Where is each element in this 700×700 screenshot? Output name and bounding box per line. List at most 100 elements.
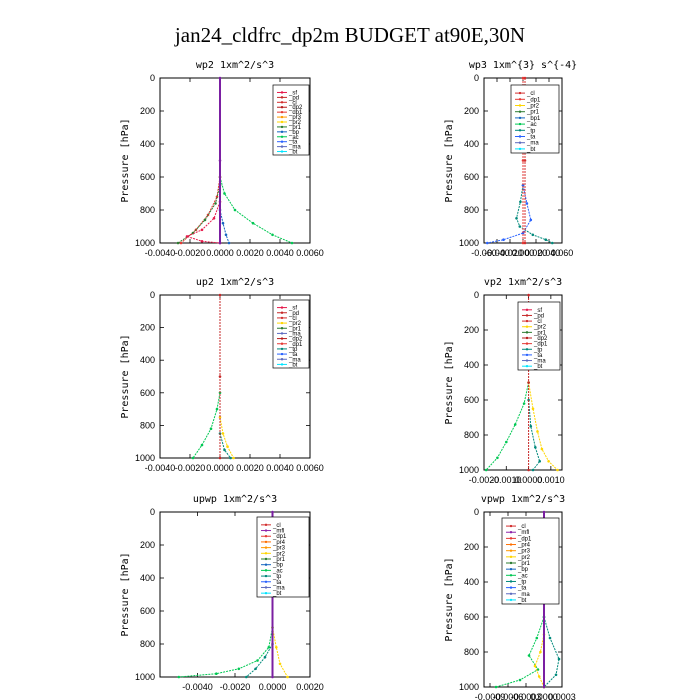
series-point (218, 416, 222, 419)
series-point (271, 675, 274, 679)
series-point (209, 427, 213, 431)
series-line-dp1 (192, 392, 221, 459)
legend-label: _pr3 (272, 546, 286, 552)
series-point (275, 646, 278, 649)
x-tick-label: -0.060 (471, 248, 497, 258)
y-tick-label: 800 (140, 639, 155, 649)
panel-title: wp2 1xm^2/s^3 (196, 60, 274, 71)
y-tick-label: 1000 (459, 465, 479, 475)
legend-marker (280, 140, 284, 143)
series-point (505, 440, 508, 444)
series-point (518, 678, 522, 682)
legend-marker (509, 592, 513, 595)
series-point (551, 241, 554, 245)
x-tick-label: 0.020 (525, 248, 548, 258)
series-point (536, 668, 540, 671)
series-point (484, 468, 488, 472)
y-tick-label: 600 (464, 395, 479, 405)
x-tick-label: 0.0000 (515, 475, 543, 485)
y-tick-label: 200 (140, 323, 155, 333)
legend-marker (518, 98, 522, 101)
legend-label: _cl (517, 524, 526, 530)
series-line-tp (245, 643, 273, 678)
series-point (531, 468, 535, 472)
series-point (203, 218, 207, 222)
series-point (200, 443, 204, 447)
legend-label: _cl (526, 91, 535, 97)
legend-marker (280, 115, 284, 119)
y-tick-label: 400 (464, 360, 479, 370)
x-tick-label: -0.0040 (145, 463, 176, 473)
y-tick-label: 600 (464, 612, 479, 622)
legend-marker (264, 586, 268, 589)
series-point (215, 407, 219, 411)
legend-label: _ta (517, 586, 527, 592)
series-point (486, 241, 489, 245)
series-point (521, 76, 525, 80)
legend-label: _ta (533, 353, 543, 359)
legend-marker (280, 135, 284, 138)
legend-label: _bt (533, 364, 543, 370)
series-point (533, 664, 537, 668)
y-axis-label: Pressure [hPa] (120, 552, 131, 636)
legend-label: _pr1 (288, 326, 302, 332)
series-point (542, 685, 546, 689)
legend-marker (280, 327, 284, 330)
x-tick-label: -0.0020 (175, 463, 206, 473)
legend-label: _ac (288, 135, 299, 141)
legend-label: _dp1 (272, 534, 287, 540)
legend-label: _bt (517, 598, 527, 604)
x-tick-label: 0.0000 (530, 692, 558, 700)
series-point (177, 675, 181, 679)
series-point (534, 446, 537, 449)
chart-panel-4: vp2 1xm^2/s^3 0 200 400 600 800 1000-0.0020-0.… (444, 277, 565, 485)
y-axis-label: Pressure [hPa] (444, 118, 455, 202)
legend-marker (509, 580, 513, 583)
y-tick-label: 800 (464, 647, 479, 657)
series-point (278, 662, 282, 666)
series-line-dp1 (485, 382, 530, 471)
legend-marker (518, 104, 522, 107)
panel-title: upwp 1xm^2/s^3 (193, 494, 277, 505)
legend-label: _ma (288, 145, 301, 151)
y-tick-label: 0 (150, 290, 155, 300)
legend-marker (518, 141, 522, 144)
x-tick-label: 0.040 (538, 248, 561, 258)
x-tick-label: -0.0040 (182, 682, 213, 692)
series-line-tp (543, 616, 560, 688)
x-tick-label: -0.020 (497, 248, 523, 258)
y-tick-label: 0 (150, 73, 155, 83)
legend-marker (280, 332, 284, 335)
series-line-ta (487, 185, 532, 244)
x-tick-label: -0.0040 (145, 248, 176, 258)
series-line-tp (528, 399, 541, 471)
series-point (224, 233, 228, 237)
legend-label: _dp1 (288, 110, 303, 116)
legend-label: _tp (526, 128, 536, 134)
legend-marker (280, 125, 284, 129)
legend-label: _pr1 (526, 110, 540, 116)
chart-panel-3: up2 1xm^2/s^3 0 200 400 600 800 1000-0.0040 -0.… (120, 277, 324, 473)
legend-label: _ta (288, 140, 298, 146)
legend-label: _pr1 (272, 557, 286, 563)
y-tick-label: 1000 (459, 238, 479, 248)
y-axis-label: Pressure [hPa] (444, 557, 455, 641)
x-tick-label: -0.0009 (475, 692, 506, 700)
series-point (256, 659, 259, 662)
legend-marker (280, 352, 284, 356)
legend-marker (509, 555, 513, 559)
series-point (525, 202, 529, 205)
series-line-tp (515, 185, 553, 244)
chart-panel-6: vpwp 1xm^2/s^302004006008001000-0.0009-0… (444, 494, 576, 700)
legend-label: _bt (288, 362, 298, 368)
legend-marker (280, 337, 284, 340)
x-tick-label: 0.0020 (236, 463, 264, 473)
legend-marker (264, 546, 268, 549)
series-point (544, 238, 548, 241)
legend-box (272, 84, 310, 156)
legend-label: _pr2 (533, 325, 547, 331)
series-line-pr2 (219, 417, 234, 459)
series-point (519, 200, 522, 204)
series-point (557, 657, 561, 661)
